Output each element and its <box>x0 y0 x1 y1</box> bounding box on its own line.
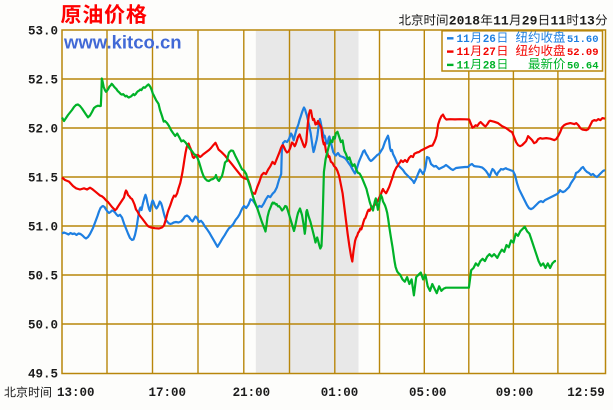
svg-text:50.64: 50.64 <box>567 60 599 72</box>
svg-text:11: 11 <box>457 60 471 72</box>
svg-text:2018: 2018 <box>449 14 480 29</box>
svg-text:52.09: 52.09 <box>567 47 599 59</box>
svg-text:11: 11 <box>457 34 471 46</box>
svg-text:17:00: 17:00 <box>148 386 186 400</box>
svg-text:51.0: 51.0 <box>28 221 58 235</box>
svg-text:53.0: 53.0 <box>28 25 58 39</box>
svg-text:11: 11 <box>457 47 471 59</box>
svg-text:11: 11 <box>493 14 509 29</box>
svg-text:51.5: 51.5 <box>28 172 58 186</box>
svg-text:11: 11 <box>551 14 567 29</box>
svg-text:49.5: 49.5 <box>28 368 58 382</box>
svg-text:05:00: 05:00 <box>409 386 447 400</box>
svg-text:13:00: 13:00 <box>57 386 95 400</box>
svg-text:01:00: 01:00 <box>321 386 359 400</box>
svg-text:50.5: 50.5 <box>28 270 58 284</box>
svg-text:28: 28 <box>483 60 497 72</box>
svg-text:50.0: 50.0 <box>28 319 58 333</box>
svg-text:51.60: 51.60 <box>567 34 599 46</box>
svg-text:26: 26 <box>483 34 496 46</box>
svg-text:29: 29 <box>522 14 538 29</box>
svg-text:www.kitco.cn: www.kitco.cn <box>63 32 182 53</box>
svg-text:12:59: 12:59 <box>567 386 605 400</box>
svg-text:09:00: 09:00 <box>496 386 534 400</box>
svg-text:52.0: 52.0 <box>28 123 58 137</box>
svg-text:13: 13 <box>579 14 595 29</box>
svg-text:27: 27 <box>483 47 496 59</box>
svg-text:52.5: 52.5 <box>28 74 58 88</box>
svg-text:21:00: 21:00 <box>233 386 271 400</box>
